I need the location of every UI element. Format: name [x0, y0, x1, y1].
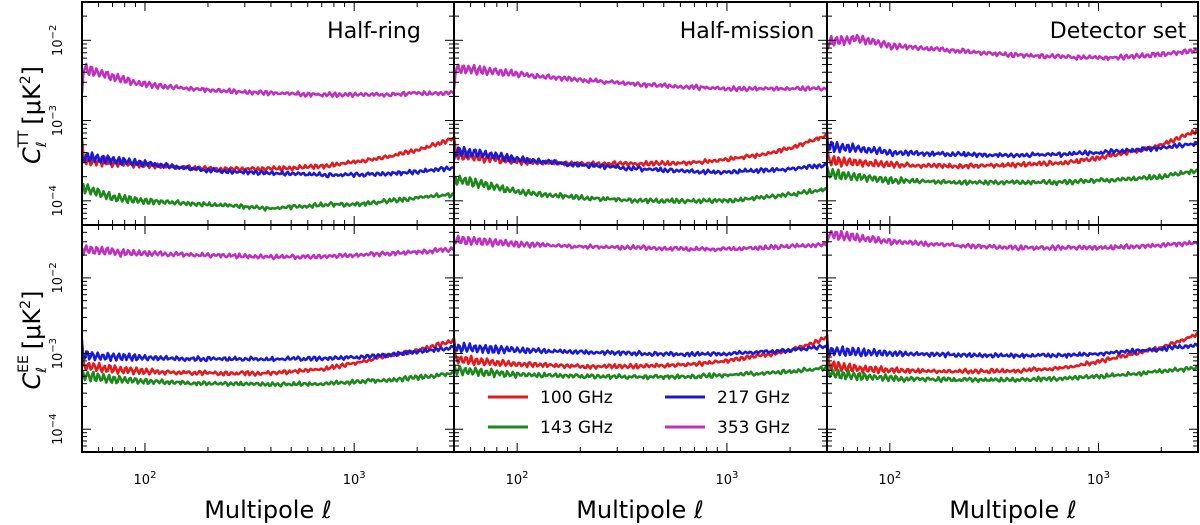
series-353ghz-line	[454, 63, 827, 93]
y-tick-label: 10−3	[48, 105, 66, 136]
series-143ghz-line	[454, 174, 827, 205]
frame-layer: 10−2 10−3 10−4 10−2 10−3 10−4 102 103 102 103 102 1…	[48, 1, 1199, 488]
panel-lines	[827, 229, 1198, 383]
ylabel-bottom: CℓEE[μK2]	[16, 291, 50, 390]
legend-label-353ghz: 353 GHz	[717, 418, 790, 438]
y-tick-label: 10−2	[48, 262, 66, 293]
series-353ghz-line	[827, 229, 1198, 252]
panel-ee-detector-set	[827, 229, 1198, 383]
series-143ghz-line	[82, 369, 454, 388]
panel-lines	[454, 234, 827, 381]
panel-title-half-mission: Half-mission	[680, 19, 815, 44]
series-100ghz-line	[827, 332, 1198, 375]
series-217ghz-line	[454, 145, 827, 176]
panel-title-detector-set: Detector set	[1050, 19, 1187, 44]
xlabel-col-3: Multipole ℓ	[949, 496, 1077, 524]
x-tick-label: 103	[715, 470, 738, 488]
xlabel-col-2: Multipole ℓ	[576, 496, 704, 524]
series-143ghz-line	[454, 363, 827, 381]
legend-label-143ghz: 143 GHz	[540, 418, 613, 438]
ylabel-top: CℓTT[μK2]	[16, 66, 50, 164]
legend-label-100ghz: 100 GHz	[540, 388, 613, 408]
panel-title-half-ring: Half-ring	[327, 19, 421, 44]
series-353ghz-line	[82, 62, 454, 98]
x-tick-label: 102	[506, 470, 529, 488]
series-100ghz-line	[827, 128, 1198, 170]
panel-tt-detector-set: Detector set	[827, 19, 1198, 186]
legend-label-217ghz: 217 GHz	[717, 388, 790, 408]
series-217ghz-line	[82, 151, 454, 179]
panels-layer: Half-ring Half-mission Detector set	[82, 19, 1198, 388]
xlabel-col-1: Multipole ℓ	[204, 496, 332, 524]
y-tick-label: 10−3	[48, 338, 66, 369]
panel-lines	[827, 33, 1198, 186]
panel-ee-half-ring	[82, 244, 454, 388]
panel-ee-half-mission	[454, 234, 827, 381]
panel-tt-half-ring: Half-ring	[82, 19, 454, 212]
series-217ghz-line	[82, 343, 454, 363]
legend: 100 GHz 143 GHz 217 GHz 353 GHz	[488, 388, 790, 438]
series-353ghz-line	[454, 234, 827, 253]
panel-tt-half-mission: Half-mission	[454, 19, 827, 205]
y-tick-label: 10−4	[48, 414, 66, 445]
series-217ghz-line	[827, 339, 1198, 359]
series-100ghz-line	[454, 133, 827, 168]
series-217ghz-line	[454, 341, 827, 358]
series-100ghz-line	[454, 335, 827, 370]
y-tick-label: 10−2	[48, 25, 66, 56]
x-tick-label: 103	[1087, 470, 1110, 488]
series-143ghz-line	[827, 165, 1198, 186]
x-tick-label: 103	[343, 470, 366, 488]
series-353ghz-line	[827, 33, 1198, 62]
panel-lines	[82, 62, 454, 212]
series-353ghz-line	[82, 244, 454, 261]
series-143ghz-line	[827, 362, 1198, 383]
x-tick-label: 102	[134, 470, 157, 488]
series-143ghz-line	[82, 183, 454, 212]
series-100ghz-line	[82, 136, 454, 173]
x-tick-label: 102	[878, 470, 901, 488]
y-tick-label: 10−4	[48, 185, 66, 216]
panel-lines	[82, 244, 454, 388]
panel-lines	[454, 63, 827, 205]
panel-frame	[81, 224, 455, 453]
series-217ghz-line	[827, 138, 1198, 159]
panel-frame	[826, 224, 1199, 453]
